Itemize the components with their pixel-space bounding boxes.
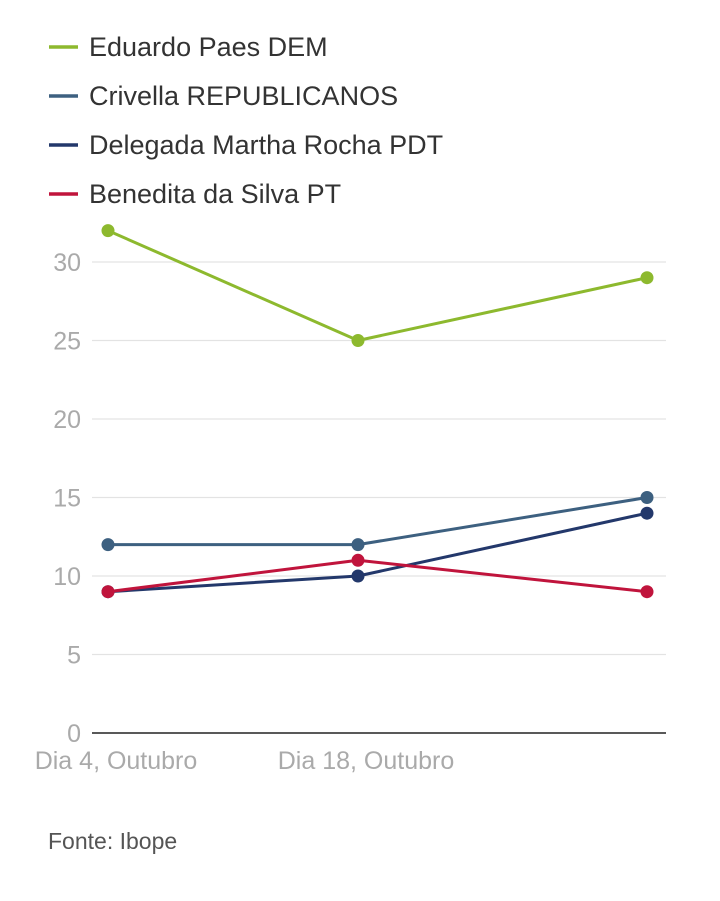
data-point <box>101 585 115 599</box>
data-point <box>351 538 365 552</box>
legend-label: Delegada Martha Rocha PDT <box>89 130 443 160</box>
legend-label: Benedita da Silva PT <box>89 179 341 209</box>
series-line <box>108 496 648 547</box>
y-axis-ticks: 0 5 10 15 20 25 30 <box>53 249 81 748</box>
data-point <box>101 538 115 552</box>
data-point <box>640 491 654 504</box>
y-tick-label: 10 <box>53 563 81 591</box>
series-lines <box>101 224 654 599</box>
y-tick-label: 0 <box>67 720 81 748</box>
y-tick-label: 30 <box>53 249 81 277</box>
y-tick-label: 20 <box>53 406 81 434</box>
data-point <box>640 585 654 599</box>
data-point <box>101 224 115 238</box>
y-tick-label: 25 <box>53 328 81 356</box>
gridlines <box>92 261 666 656</box>
data-point <box>351 553 365 567</box>
legend-label: Crivella REPUBLICANOS <box>89 81 398 111</box>
data-point <box>351 569 365 583</box>
x-axis: Dia 4, Outubro Dia 18, Outubro <box>35 732 666 775</box>
data-point <box>351 334 365 347</box>
legend: Eduardo Paes DEM Crivella REPUBLICANOS Del… <box>49 32 443 209</box>
series-line <box>107 229 648 342</box>
series-line <box>107 511 648 594</box>
x-tick-label: Dia 18, Outubro <box>278 747 455 775</box>
source-note: Fonte: Ibope <box>48 828 178 854</box>
data-point <box>640 271 654 285</box>
legend-label: Eduardo Paes DEM <box>89 32 328 62</box>
y-tick-label: 15 <box>53 485 81 513</box>
data-point <box>640 506 654 520</box>
x-tick-label: Dia 4, Outubro <box>35 747 198 775</box>
y-tick-label: 5 <box>67 642 81 670</box>
